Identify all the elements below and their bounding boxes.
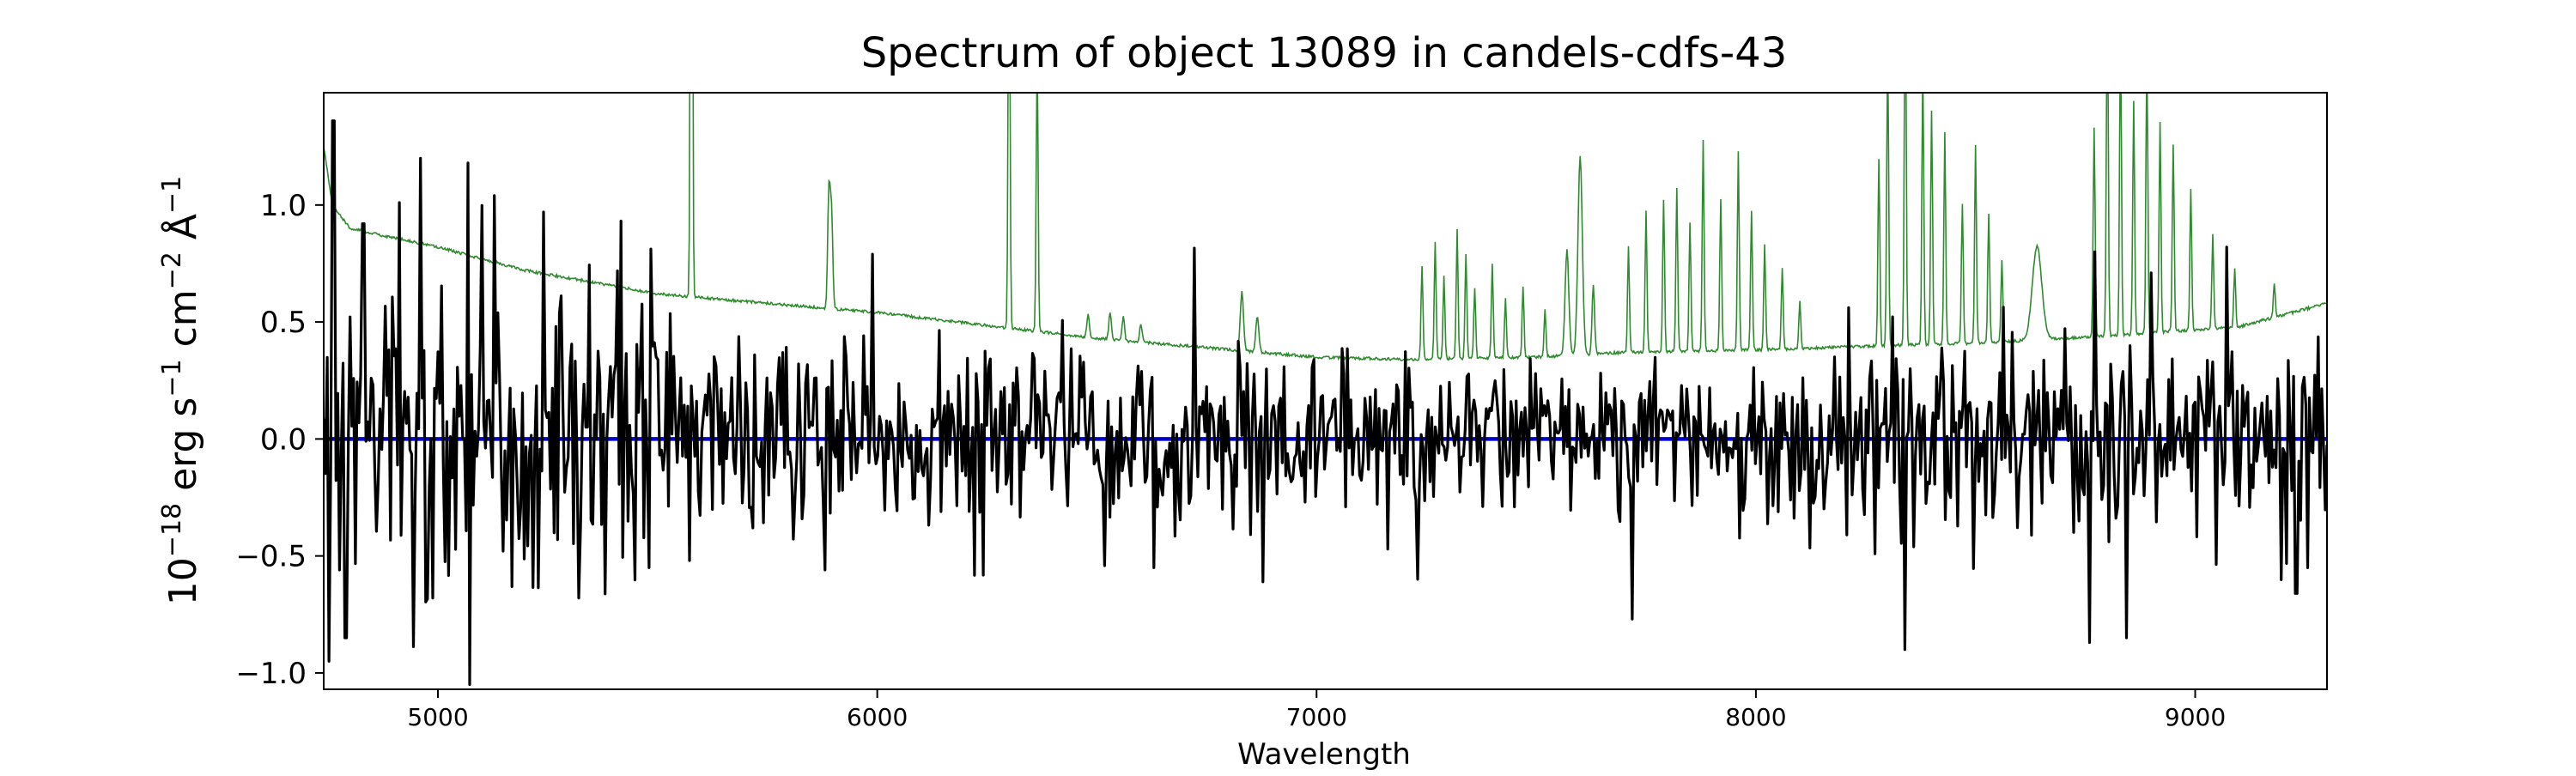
y-tick-label: 0.5 xyxy=(260,306,307,340)
plot-area xyxy=(324,93,2327,687)
y-axis-label: 10−18 erg s−1 cm−2 Å−1 xyxy=(157,176,205,605)
flux-spectrum-line xyxy=(324,119,2327,687)
error-spectrum-line xyxy=(324,93,2327,361)
y-tick-label: −1.0 xyxy=(235,657,307,691)
y-tick-label: 1.0 xyxy=(260,189,307,223)
x-axis: 5000 6000 7000 8000 9000 xyxy=(407,689,2226,731)
x-tick-label: 9000 xyxy=(2165,703,2226,731)
x-tick-label: 7000 xyxy=(1286,703,1347,731)
x-axis-label: Wavelength xyxy=(1237,737,1411,772)
x-tick-label: 5000 xyxy=(407,703,468,731)
x-tick-label: 6000 xyxy=(847,703,908,731)
plot-frame xyxy=(323,92,2328,690)
x-tick-label: 8000 xyxy=(1725,703,1786,731)
chart-title: Spectrum of object 13089 in candels-cdfs… xyxy=(861,29,1788,77)
y-tick-label: 0.0 xyxy=(260,422,307,457)
y-axis: −1.0 −0.5 0.0 0.5 1.0 xyxy=(235,189,324,691)
y-tick-label: −0.5 xyxy=(235,540,307,574)
